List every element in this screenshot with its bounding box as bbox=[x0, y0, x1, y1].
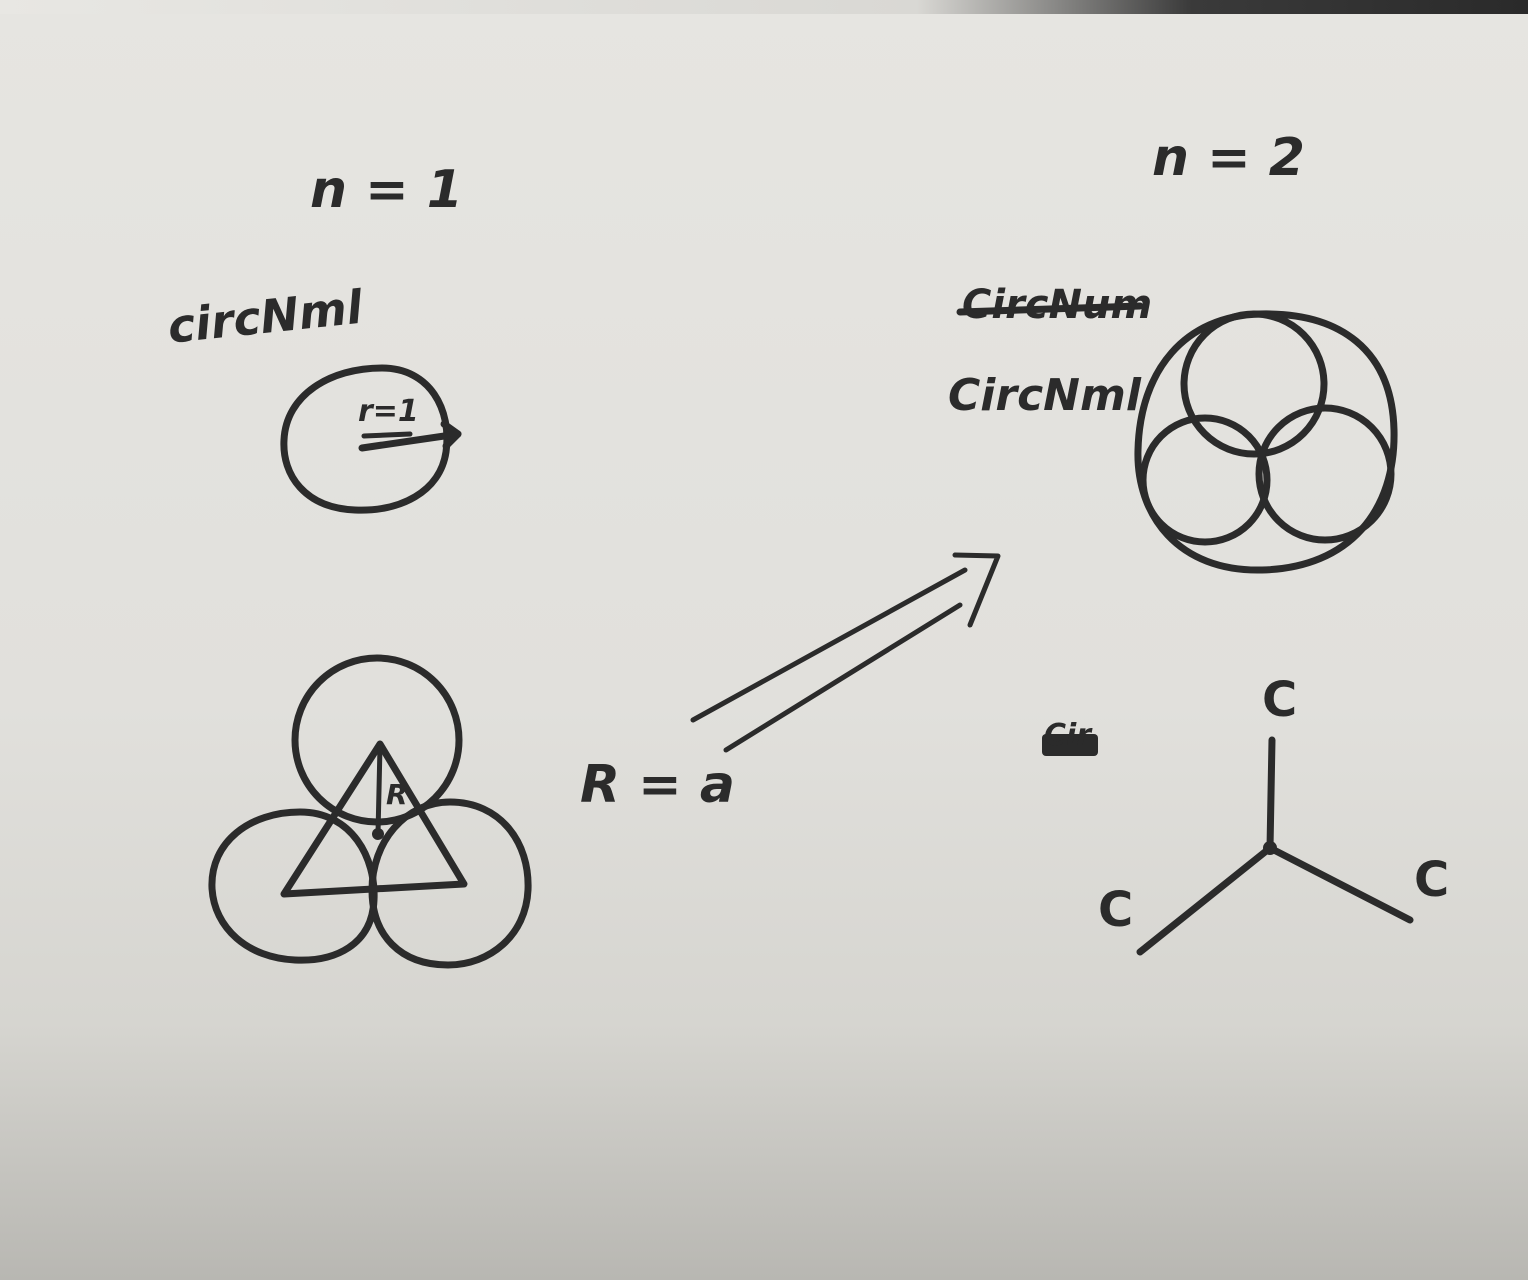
unit-circle bbox=[280, 364, 451, 514]
relation-label: R = a bbox=[580, 755, 735, 815]
triangle-radius-line bbox=[375, 743, 383, 837]
radius-underline bbox=[361, 431, 413, 439]
bottom-right-circle bbox=[368, 798, 532, 969]
nested-circles-group bbox=[1134, 310, 1398, 574]
radius-label: r=1 bbox=[358, 394, 419, 429]
arrow-upper-line bbox=[690, 567, 968, 723]
unit-circle-group bbox=[280, 364, 462, 514]
inner-top-circle bbox=[1180, 310, 1328, 458]
arrow-lower-line bbox=[723, 602, 963, 753]
heading-n2: n = 2 bbox=[1152, 128, 1305, 188]
struck-label-circnum: CircNum bbox=[962, 282, 1153, 328]
three-circles-group bbox=[208, 654, 532, 969]
strikethrough-circnum bbox=[956, 302, 1144, 316]
triangle-label: R bbox=[386, 778, 408, 811]
outer-circle bbox=[1134, 310, 1398, 574]
inner-triangle bbox=[280, 740, 468, 898]
transition-arrow bbox=[690, 552, 1001, 753]
triangle-center-dot bbox=[372, 828, 384, 840]
node-label-top: C bbox=[1262, 672, 1298, 728]
bottom-left-circle bbox=[208, 808, 378, 964]
label-circnml-right: CircNml bbox=[948, 370, 1141, 421]
node-label-left: C bbox=[1098, 882, 1134, 938]
branch-up bbox=[1266, 736, 1276, 852]
struck-label-cir: Cir bbox=[1044, 718, 1092, 753]
branch-left bbox=[1136, 844, 1274, 956]
heading-n1: n = 1 bbox=[310, 160, 463, 220]
node-label-right: C bbox=[1414, 852, 1450, 908]
scribble-cir bbox=[1042, 734, 1098, 756]
branch-right bbox=[1266, 844, 1414, 924]
branch-center-dot bbox=[1263, 841, 1277, 855]
arrowhead bbox=[952, 552, 1001, 628]
inner-right-circle bbox=[1255, 404, 1395, 544]
inner-left-circle bbox=[1139, 414, 1271, 546]
radius-arrowhead bbox=[440, 420, 462, 450]
radius-arrow bbox=[358, 430, 462, 452]
top-edge-shadow bbox=[0, 0, 1528, 14]
branch-diagram bbox=[1136, 736, 1414, 956]
